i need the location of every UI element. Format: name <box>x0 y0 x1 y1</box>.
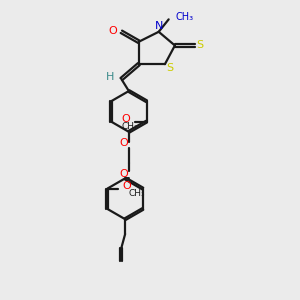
Text: S: S <box>166 63 173 73</box>
Text: O: O <box>122 181 131 190</box>
Text: CH₃: CH₃ <box>176 12 194 22</box>
Text: CH₃: CH₃ <box>128 188 145 197</box>
Text: H: H <box>106 72 114 82</box>
Text: O: O <box>119 138 128 148</box>
Text: N: N <box>154 21 163 31</box>
Text: O: O <box>119 169 128 179</box>
Text: CH₃: CH₃ <box>122 122 138 131</box>
Text: S: S <box>197 40 204 50</box>
Text: O: O <box>108 26 117 36</box>
Text: O: O <box>121 114 130 124</box>
